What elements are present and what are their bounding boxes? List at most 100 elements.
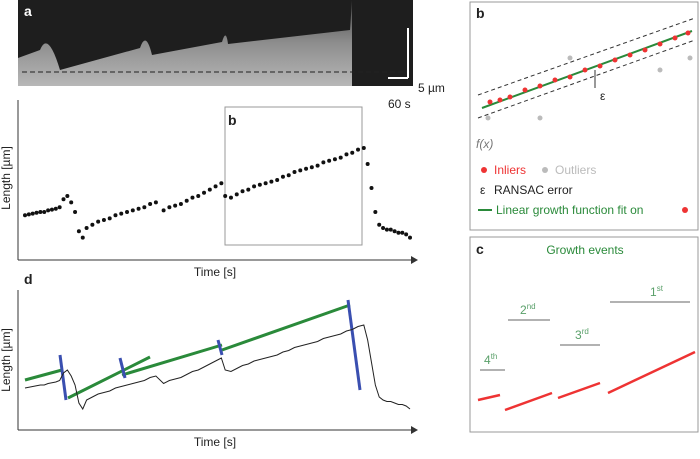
- data-point: [269, 179, 274, 184]
- data-point: [304, 166, 309, 171]
- data-point: [373, 210, 378, 214]
- event-label: 2nd: [520, 302, 536, 317]
- data-point: [356, 147, 361, 152]
- data-point: [125, 210, 130, 214]
- data-point: [42, 210, 47, 214]
- data-point: [26, 212, 31, 217]
- scale-length: 5 µm: [418, 81, 445, 95]
- data-point: [252, 184, 257, 189]
- fx-label: f(x): [476, 137, 493, 151]
- data-point: [84, 226, 89, 230]
- data-point: [136, 206, 141, 211]
- data-point: [275, 178, 280, 182]
- data-point: [113, 213, 118, 218]
- data-point: [53, 206, 58, 211]
- data-point: [361, 146, 366, 150]
- data-point: [240, 189, 245, 194]
- event-label: 3rd: [575, 327, 589, 342]
- data-point: [173, 203, 178, 208]
- data-point: [46, 208, 51, 213]
- data-point: [202, 190, 207, 195]
- data-point: [369, 186, 374, 190]
- legend-inliers: Inliers: [494, 163, 526, 177]
- data-point: [292, 170, 297, 174]
- event-number: 1: [650, 285, 657, 299]
- event-bars: [480, 301, 690, 371]
- legend-ransac: RANSAC error: [494, 183, 573, 197]
- data-point: [57, 205, 62, 210]
- data-point: [207, 187, 212, 192]
- y-label: Length [µm]: [0, 328, 13, 392]
- ransac-illustration: [477, 17, 696, 121]
- data-point: [280, 174, 285, 179]
- data-point: [90, 222, 95, 227]
- legend-fit: Linear growth function fit on: [496, 203, 643, 217]
- panel-label: a: [24, 3, 32, 19]
- panel-label: c: [476, 241, 484, 257]
- panel-label: b: [228, 112, 237, 128]
- epsilon: ε: [600, 89, 606, 103]
- event-label: 4th: [484, 352, 497, 367]
- data-point: [213, 184, 218, 189]
- data-point: [34, 210, 39, 215]
- data-point: [321, 160, 326, 165]
- data-point: [153, 200, 158, 205]
- data-point: [286, 173, 291, 178]
- legend-eps: ε: [480, 183, 486, 197]
- data-point: [142, 205, 147, 210]
- data-point: [315, 163, 320, 168]
- panel-label: d: [24, 271, 33, 287]
- data-point: [400, 230, 405, 235]
- data-point: [178, 202, 183, 206]
- data-point: [327, 158, 332, 163]
- growth-title: Growth events: [546, 243, 623, 257]
- data-point: [404, 232, 409, 237]
- data-point: [190, 195, 195, 200]
- data-point: [38, 210, 43, 214]
- event-segments: [477, 350, 696, 412]
- data-point: [30, 211, 35, 216]
- data-point: [119, 211, 124, 216]
- legend-outliers: Outliers: [555, 163, 596, 177]
- data-point: [257, 182, 262, 187]
- event-suffix: rd: [582, 327, 589, 336]
- data-point: [101, 218, 106, 222]
- data-point: [408, 235, 412, 240]
- data-point: [148, 202, 153, 206]
- data-point: [219, 181, 224, 186]
- data-point: [365, 162, 370, 166]
- event-suffix: th: [491, 352, 498, 361]
- data-point: [263, 181, 268, 186]
- panel-label: b: [476, 5, 485, 21]
- data-point: [234, 192, 239, 197]
- data-point: [107, 216, 112, 221]
- data-point: [246, 187, 251, 192]
- event-suffix: st: [657, 284, 664, 293]
- trace-line: [24, 324, 411, 411]
- data-point: [80, 235, 85, 240]
- x-label: Time [s]: [194, 435, 236, 449]
- data-point: [76, 229, 81, 234]
- fit-lines: [24, 299, 362, 401]
- x-label: Time [s]: [194, 265, 236, 279]
- data-point: [228, 195, 233, 200]
- data-point: [388, 227, 393, 232]
- data-point: [65, 194, 70, 198]
- data-point: [130, 208, 135, 213]
- event-number: 4: [484, 353, 491, 367]
- data-point: [49, 207, 54, 212]
- y-label: Length [µm]: [0, 146, 13, 210]
- data-point: [392, 229, 397, 234]
- data-point: [184, 198, 189, 203]
- data-point: [332, 157, 337, 162]
- event-number: 2: [520, 303, 527, 317]
- data-point: [384, 227, 389, 232]
- data-point: [350, 150, 355, 155]
- data-point: [96, 219, 101, 224]
- event-number: 3: [575, 328, 582, 342]
- data-point: [73, 210, 78, 214]
- data-point: [396, 230, 401, 235]
- event-label: 1st: [650, 284, 664, 299]
- data-point: [381, 226, 386, 230]
